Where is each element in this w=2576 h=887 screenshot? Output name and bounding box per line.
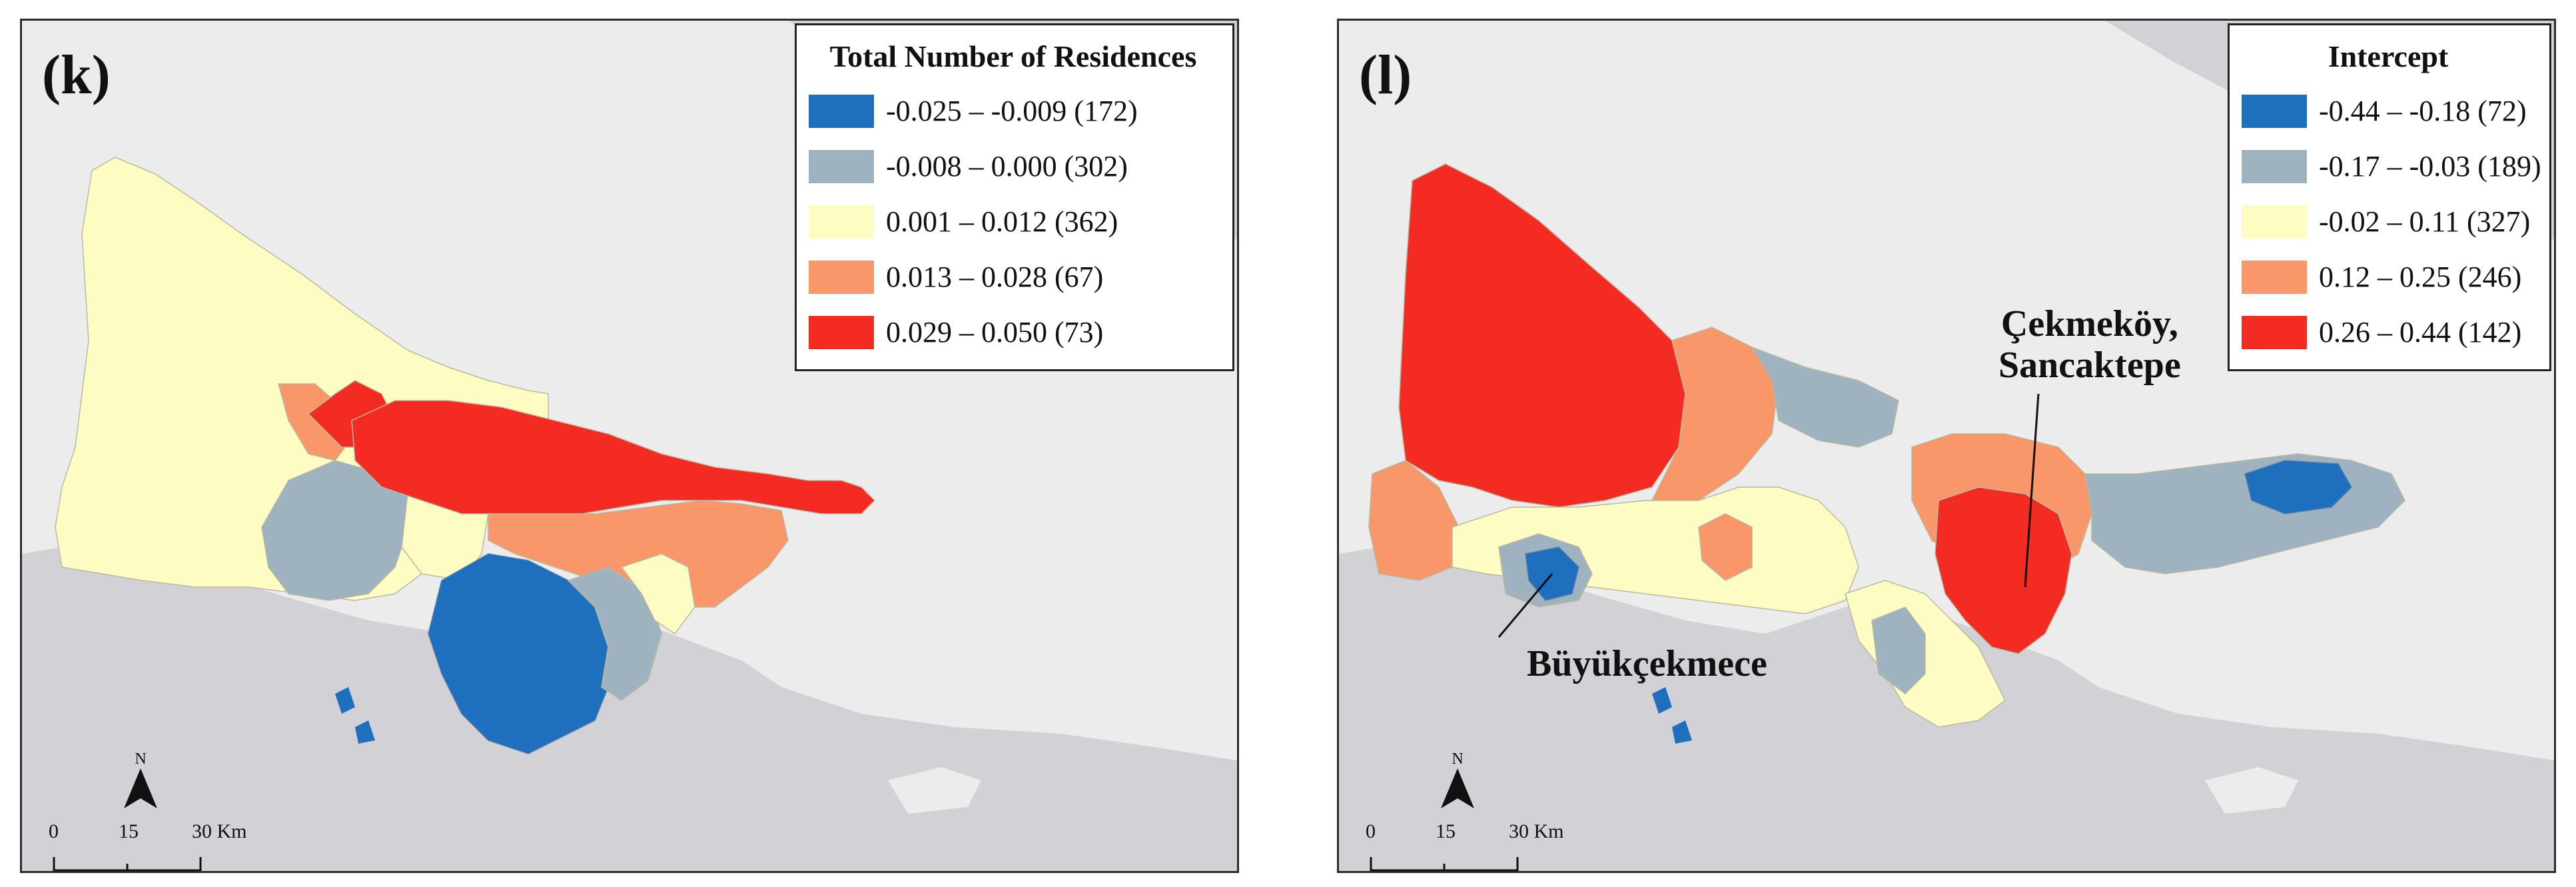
region-inner-orange (1698, 513, 1753, 581)
legend-title: Intercept (2328, 39, 2449, 73)
legend-swatch (2242, 315, 2307, 349)
scale-tick: 30 Km (192, 820, 247, 842)
legend-swatch (2242, 94, 2307, 128)
legend-title: Total Number of Residences (829, 39, 1197, 73)
legend-swatch (809, 260, 874, 294)
legend-row: 0.013 – 0.028 (67) (809, 249, 1218, 305)
legend-swatch (809, 315, 874, 349)
region-asia-grey (567, 566, 662, 701)
legend-swatch (809, 94, 874, 128)
scale-tick: 30 Km (1509, 820, 1564, 842)
legend-label: -0.44 – -0.18 (72) (2319, 95, 2527, 127)
scale-bar: 0 15 30 Km (49, 820, 248, 871)
legend-row: -0.17 – -0.03 (189) (2242, 139, 2541, 194)
marmara-islands (888, 767, 981, 814)
legend-label: 0.12 – 0.25 (246) (2319, 261, 2522, 293)
legend-label: -0.025 – -0.009 (172) (886, 95, 1138, 127)
legend: Total Number of Residences -0.025 – -0.0… (795, 23, 1234, 371)
legend-label: 0.001 – 0.012 (362) (886, 205, 1118, 238)
annotation-cekmekoy-line1: Çekmeköy, (2000, 303, 2178, 345)
annotation-cekmekoy: Çekmeköy, Sancaktepe (1998, 303, 2181, 386)
leader-line-buyukcekmece (1498, 573, 1553, 638)
legend-row: -0.008 – 0.000 (302) (809, 139, 1218, 194)
north-arrow-icon (124, 768, 157, 808)
legend-swatch (2242, 149, 2307, 183)
choropleth-map-k (22, 21, 1237, 871)
islands-blue (1652, 687, 1692, 744)
islands-blue (335, 687, 375, 744)
legend-row: 0.029 – 0.050 (73) (809, 305, 1218, 360)
north-arrow: N (1438, 750, 1478, 818)
legend-label: 0.029 – 0.050 (73) (886, 316, 1104, 349)
legend-label: -0.17 – -0.03 (189) (2319, 150, 2541, 183)
north-label: N (1452, 750, 1464, 768)
scale-bar-line (1370, 857, 1519, 871)
panel-label: (k) (42, 44, 111, 106)
region-asia-grey-south (1871, 606, 1926, 694)
legend-swatch (809, 149, 874, 183)
legend: Intercept -0.44 – -0.18 (72) -0.17 – -0.… (2228, 23, 2551, 371)
scale-tick: 0 (1366, 820, 1376, 842)
legend-row: 0.26 – 0.44 (142) (2242, 305, 2535, 360)
legend-row: 0.12 – 0.25 (246) (2242, 249, 2535, 305)
legend-label: 0.013 – 0.028 (67) (886, 261, 1104, 293)
region-asia-blue-north (2244, 460, 2352, 514)
region-cekmekoy-red (1934, 486, 2072, 654)
scale-tick: 0 (49, 820, 59, 842)
region-asia-yellow (620, 553, 695, 635)
region-central-grey (1751, 346, 1899, 448)
legend-row: -0.44 – -0.18 (72) (2242, 83, 2535, 139)
legend-swatch (2242, 260, 2307, 294)
annotation-cekmekoy-line2: Sancaktepe (1998, 344, 2181, 386)
region-asia-north-red (351, 400, 876, 514)
legend-row: -0.02 – 0.11 (327) (2242, 194, 2535, 249)
annotation-buyukcekmece: Büyükçekmece (1527, 643, 1767, 684)
marmara-islands (2205, 767, 2298, 814)
north-arrow: N (121, 750, 161, 818)
north-arrow-icon (1441, 768, 1474, 808)
legend-swatch (809, 205, 874, 239)
legend-label: -0.008 – 0.000 (302) (886, 150, 1128, 183)
region-asia-middle-orange (488, 500, 789, 608)
legend-row: 0.001 – 0.012 (362) (809, 194, 1218, 249)
legend-row: -0.025 – -0.009 (172) (809, 83, 1218, 139)
region-asia-blue (428, 553, 609, 754)
leader-line-cekmekoy (2024, 393, 2040, 588)
region-asia-grey-north (2084, 453, 2405, 574)
panel-label: (l) (1359, 44, 1412, 106)
scale-tick: 15 (119, 820, 139, 842)
region-europe-red (1398, 163, 1686, 508)
scale-tick: 15 (1436, 820, 1456, 842)
legend-swatch (2242, 205, 2307, 239)
legend-label: 0.26 – 0.44 (142) (2319, 316, 2522, 349)
scale-bar-line (53, 857, 202, 871)
scale-bar: 0 15 30 Km (1366, 820, 1565, 871)
region-europe-orange (1651, 327, 1779, 501)
legend-label: -0.02 – 0.11 (327) (2319, 205, 2531, 238)
north-label: N (135, 750, 147, 768)
map-panel-k: (k) Total Number of Residences -0.025 – … (20, 19, 1239, 873)
map-panel-l: (l) Intercept -0.44 – -0.18 (72) -0.17 –… (1337, 19, 2556, 873)
